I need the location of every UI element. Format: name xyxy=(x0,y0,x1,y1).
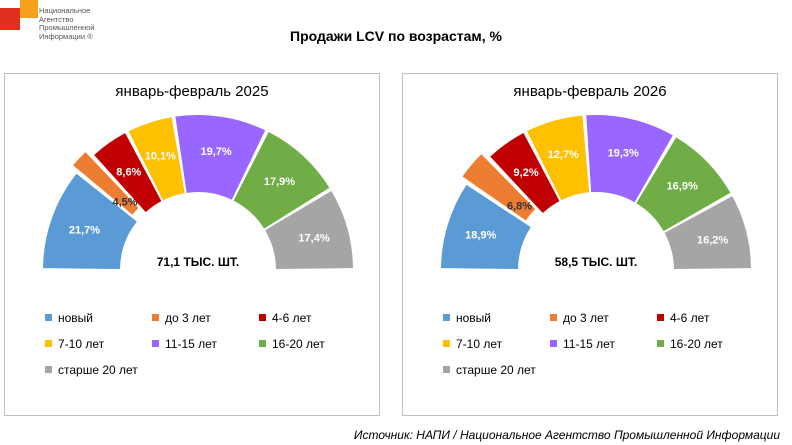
legend-swatch xyxy=(550,314,557,321)
legend-label: новый xyxy=(456,311,492,325)
legend-label: 4-6 лет xyxy=(670,311,710,325)
legend-swatch xyxy=(657,340,664,347)
legend-item: старше 20 лет xyxy=(45,363,138,377)
source-note: Источник: НАПИ / Национальное Агентство … xyxy=(353,428,780,442)
legend-swatch xyxy=(550,340,557,347)
legend-swatch xyxy=(259,340,266,347)
legend-item: до 3 лет xyxy=(152,311,211,325)
slice-новый xyxy=(43,173,137,270)
slice-16-20 лет xyxy=(233,132,330,229)
data-label: 19,3% xyxy=(608,148,639,160)
legend-item: 16-20 лет xyxy=(657,337,723,351)
slice-16-20 лет xyxy=(636,137,731,232)
legend-item: 11-15 лет xyxy=(152,337,217,351)
chart-legend: новый до 3 лет 4-6 лет 7-10 лет 11-15 лет 16-… xyxy=(443,311,773,391)
legend-item: 7-10 лет xyxy=(443,337,502,351)
legend-item: 4-6 лет xyxy=(259,311,311,325)
slice-7-10 лет xyxy=(128,117,185,201)
chart-panel-2025: январь-февраль 2025 21,7% 4,5% 8,6% 10,1% 19… xyxy=(4,73,380,416)
legend-swatch xyxy=(443,366,450,373)
logo-name: Национальное Агентство Промышленной Инфо… xyxy=(39,6,95,41)
data-label: 19,7% xyxy=(201,146,232,158)
legend-item: 16-20 лет xyxy=(259,337,325,351)
legend-swatch xyxy=(657,314,664,321)
total-label: 58,5 ТЫС. ШТ. xyxy=(555,255,637,269)
logo-red-square xyxy=(0,8,20,30)
legend-label: новый xyxy=(58,311,94,325)
legend-swatch xyxy=(45,340,52,347)
legend-item: новый xyxy=(45,311,93,325)
data-label: 17,4% xyxy=(298,232,329,244)
logo-abbreviation: НАПИ xyxy=(3,4,21,10)
slice-4-6 лет xyxy=(490,133,560,213)
legend-label: 11-15 лет xyxy=(165,337,217,351)
data-label: 17,9% xyxy=(264,176,295,188)
legend-label: 16-20 лет xyxy=(272,337,325,351)
slice-старше 20 лет xyxy=(664,196,751,270)
chart-title: Продажи LCV по возрастам, % xyxy=(290,28,502,44)
legend-label: 4-6 лет xyxy=(272,311,312,325)
legend-item: до 3 лет xyxy=(550,311,609,325)
data-label: 8,6% xyxy=(116,166,141,178)
data-label: 4,5% xyxy=(113,197,138,209)
legend-label: 7-10 лет xyxy=(456,337,503,351)
legend-item: 7-10 лет xyxy=(45,337,104,351)
legend-label: старше 20 лет xyxy=(58,363,138,377)
data-label: 10,1% xyxy=(145,151,176,163)
legend-swatch xyxy=(45,366,52,373)
legend-swatch xyxy=(152,314,159,321)
slice-4-6 лет xyxy=(94,133,162,213)
legend-item: новый xyxy=(443,311,491,325)
slice-11-15 лет xyxy=(175,115,266,200)
logo-name-line: Информации ® xyxy=(39,31,93,41)
legend-swatch xyxy=(443,340,450,347)
logo-name-line: Промышленной xyxy=(39,23,95,33)
slice-старше 20 лет xyxy=(265,191,353,270)
half-donut-chart: 21,7% 4,5% 8,6% 10,1% 19,7% 17,9% 17,4% 71,1 ТЫ… xyxy=(43,115,353,270)
logo-name-line: Агентство xyxy=(39,14,74,24)
legend-label: 7-10 лет xyxy=(58,337,105,351)
logo-name-line: Национальное xyxy=(39,6,91,15)
panel-title: январь-февраль 2026 xyxy=(513,83,667,100)
slice-до 3 лет xyxy=(73,152,139,215)
legend-item: 11-15 лет xyxy=(550,337,615,351)
legend-swatch xyxy=(443,314,450,321)
legend-label: до 3 лет xyxy=(165,311,211,325)
legend-label: 16-20 лет xyxy=(670,337,723,351)
half-donut-chart: 18,9% 6,8% 9,2% 12,7% 19,3% 16,9% 16,2% 58,5 ТЫ… xyxy=(441,115,751,270)
slice-11-15 лет xyxy=(586,115,673,203)
data-label: 9,2% xyxy=(514,167,539,179)
panel-title: январь-февраль 2025 xyxy=(115,83,269,100)
legend-swatch xyxy=(45,314,52,321)
legend-item: 4-6 лет xyxy=(657,311,709,325)
legend-label: старше 20 лет xyxy=(456,363,536,377)
chart-legend: новый до 3 лет 4-6 лет 7-10 лет 11-15 лет 16-… xyxy=(45,311,375,391)
chart-panel-2026: январь-февраль 2026 18,9% 6,8% 9,2% 12,7% 19… xyxy=(402,73,778,416)
data-label: 16,2% xyxy=(697,235,728,247)
legend-label: до 3 лет xyxy=(563,311,609,325)
napi-logo: НАПИ Национальное Агентство Промышленной… xyxy=(0,0,110,56)
total-label: 71,1 ТЫС. ШТ. xyxy=(157,255,239,269)
legend-label: 11-15 лет xyxy=(563,337,615,351)
legend-swatch xyxy=(152,340,159,347)
data-label: 18,9% xyxy=(465,230,496,242)
data-label: 21,7% xyxy=(69,225,100,237)
logo-orange-square xyxy=(20,0,38,18)
slice-до 3 лет xyxy=(462,154,536,221)
data-label: 6,8% xyxy=(507,201,532,213)
slice-новый xyxy=(441,184,531,270)
slice-7-10 лет xyxy=(526,115,590,201)
data-label: 12,7% xyxy=(548,149,579,161)
legend-swatch xyxy=(259,314,266,321)
legend-item: старше 20 лет xyxy=(443,363,536,377)
data-label: 16,9% xyxy=(667,181,698,193)
